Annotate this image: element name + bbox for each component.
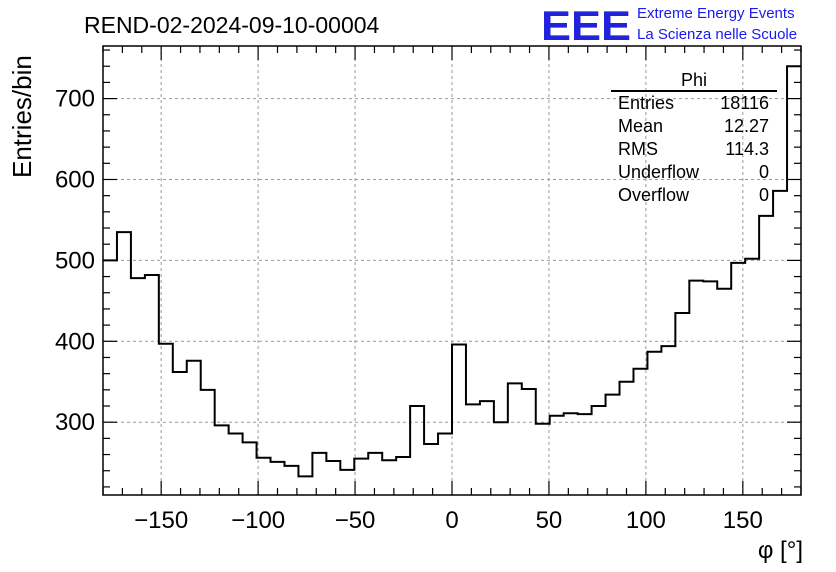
logo-line-1: Extreme Energy Events [637, 5, 795, 22]
eee-logo: EEE Extreme Energy Events La Scienza nel… [541, 2, 797, 49]
y-tick-label: 500 [55, 247, 95, 274]
y-tick-labels: 300 400 500 600 700 [55, 86, 95, 437]
stats-value: 114.3 [725, 139, 769, 159]
stats-label: Underflow [618, 162, 700, 182]
stats-value: 0 [759, 162, 769, 182]
logo-line-2: La Scienza nelle Scuole [637, 26, 797, 43]
stats-box: Phi Entries 18116 Mean 12.27 RMS 114.3 Underfl… [611, 70, 777, 205]
stats-label: Entries [618, 93, 674, 113]
chart-title: REND-02-2024-09-10-00004 [84, 12, 380, 38]
x-axis-label: φ [°] [758, 537, 803, 564]
stats-value: 18116 [720, 93, 769, 113]
y-tick-label: 600 [55, 166, 95, 193]
x-tick-label: 100 [626, 507, 666, 534]
y-tick-label: 400 [55, 328, 95, 355]
stats-title: Phi [681, 70, 707, 90]
stats-label: Mean [618, 116, 663, 136]
x-tick-label: −100 [231, 507, 285, 534]
x-tick-label: −150 [134, 507, 188, 534]
x-tick-labels: −150 −100 −50 0 50 100 150 [134, 507, 763, 534]
y-axis-label: Entries/bin [7, 55, 37, 178]
stats-label: RMS [618, 139, 658, 159]
axis-ticks [102, 46, 802, 495]
histogram-line [103, 65, 801, 478]
logo-letters: EEE [541, 2, 631, 49]
x-tick-label: −50 [335, 507, 376, 534]
stats-value: 12.27 [724, 116, 769, 136]
y-tick-label: 700 [55, 86, 95, 113]
x-tick-label: 0 [445, 507, 458, 534]
stats-value: 0 [759, 185, 769, 205]
x-tick-label: 150 [723, 507, 763, 534]
y-tick-label: 300 [55, 409, 95, 436]
x-tick-label: 50 [536, 507, 563, 534]
stats-label: Overflow [618, 185, 690, 205]
